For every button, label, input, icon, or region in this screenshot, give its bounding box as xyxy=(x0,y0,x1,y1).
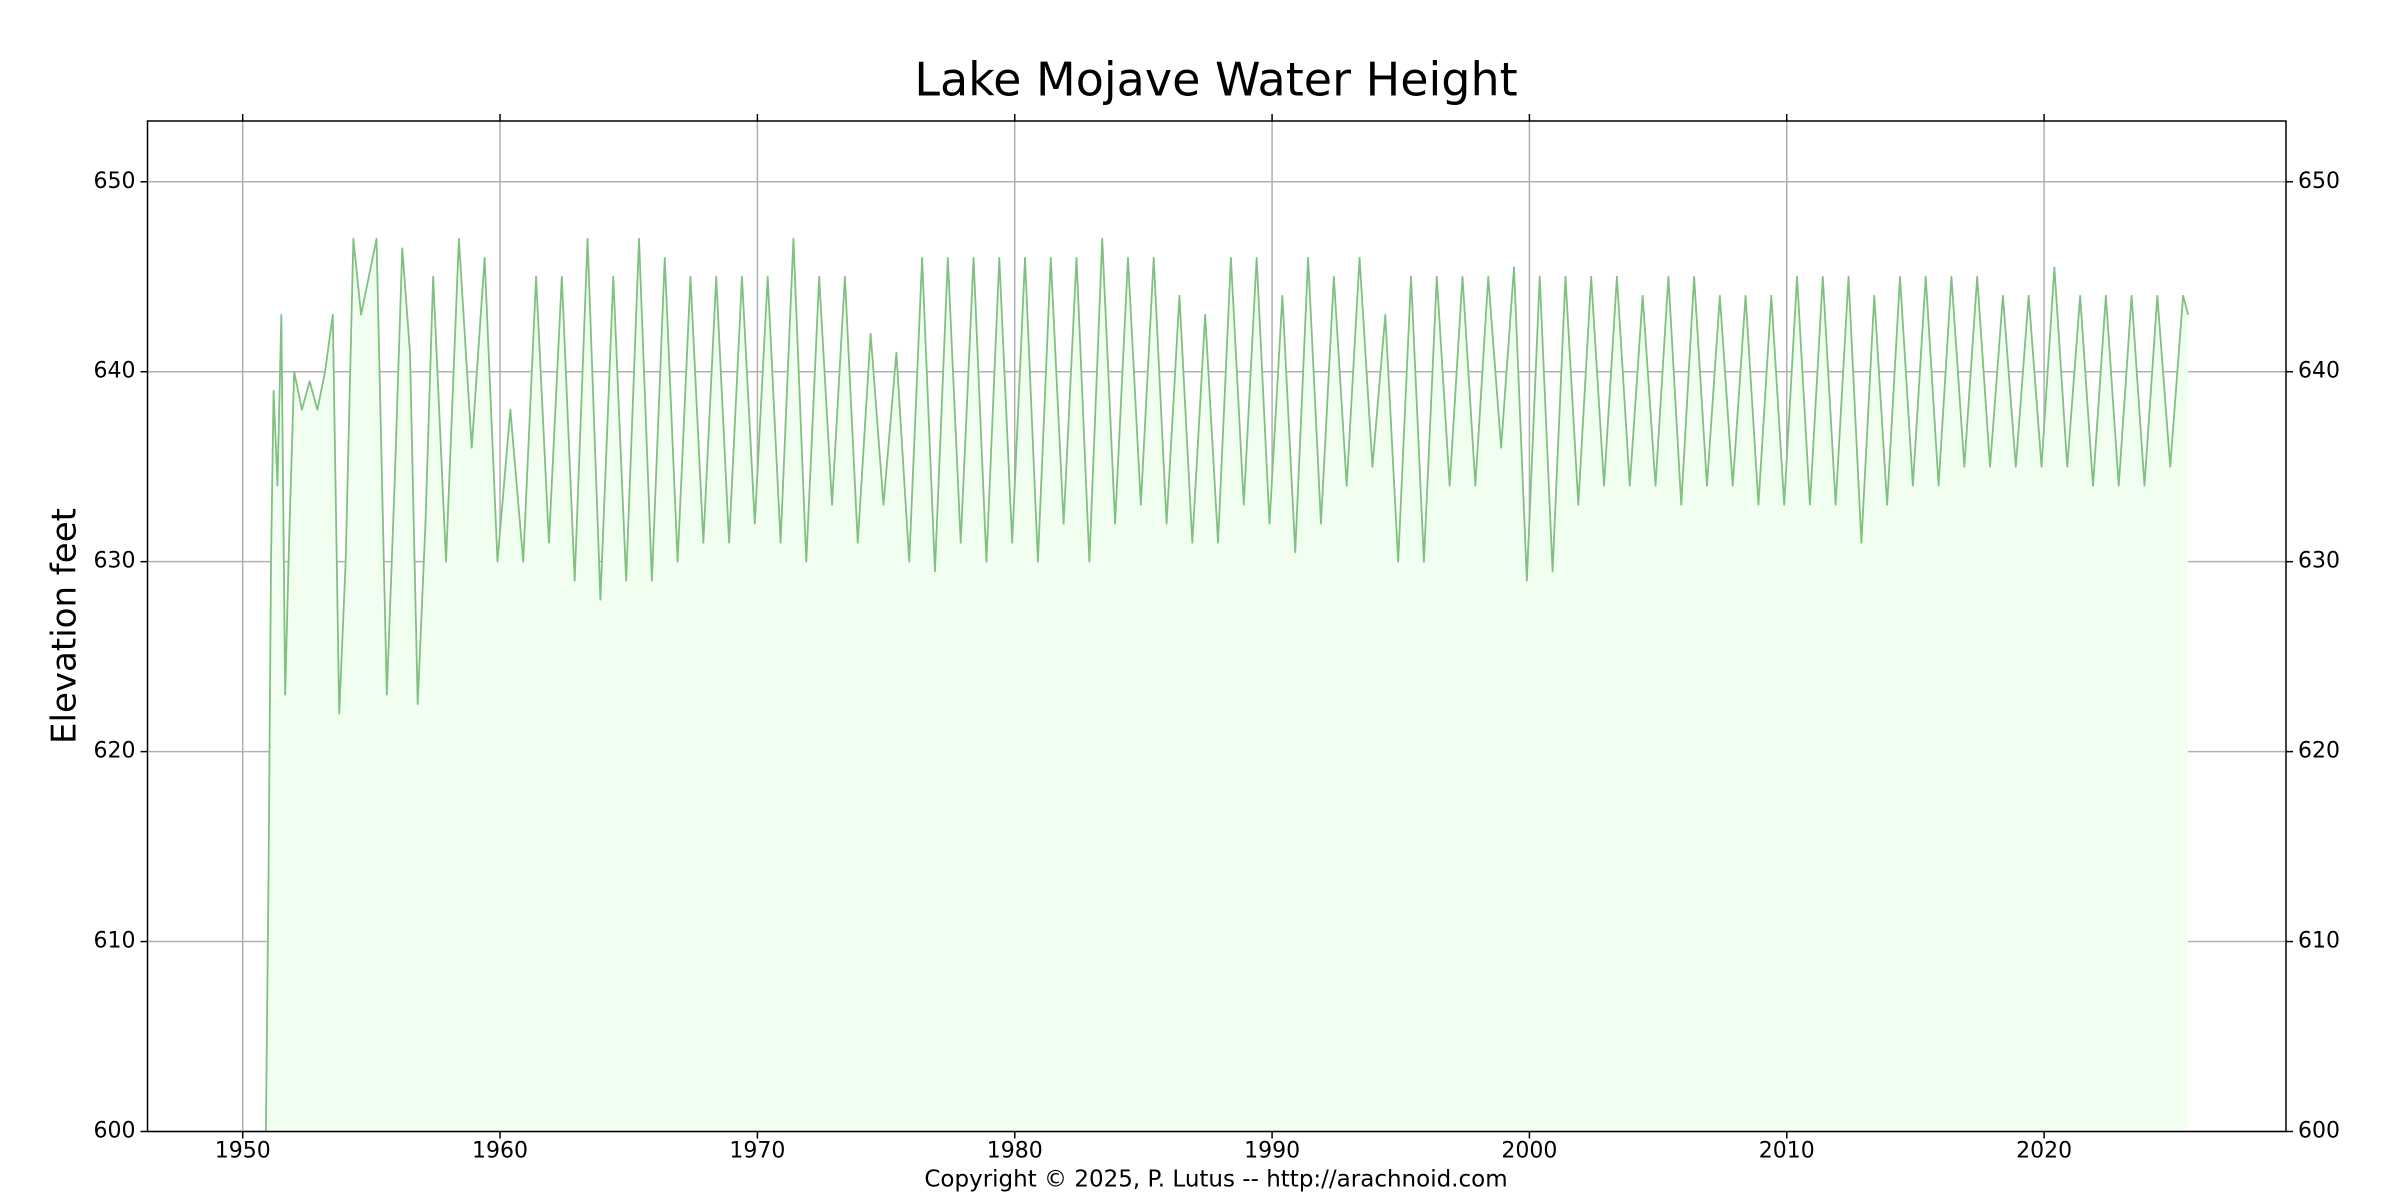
y-tick-label: 600 xyxy=(94,1119,136,1144)
y-tick-label-right: 640 xyxy=(2298,359,2340,384)
x-tick-label: 1970 xyxy=(729,1139,785,1164)
y-axis-label: Elevation feet xyxy=(45,508,85,744)
y-tick-label-right: 650 xyxy=(2298,169,2340,194)
y-tick-label-right: 600 xyxy=(2298,1119,2340,1144)
y-tick-label: 650 xyxy=(94,169,136,194)
x-tick-label: 2000 xyxy=(1501,1139,1557,1164)
footer: Copyright © 2025, P. Lutus -- http://ara… xyxy=(924,1167,1507,1193)
y-tick-label-right: 620 xyxy=(2298,739,2340,764)
area-fill xyxy=(265,238,2189,1132)
x-tick-label: 1980 xyxy=(987,1139,1043,1164)
chart-title: Lake Mojave Water Height xyxy=(914,53,1517,107)
x-tick-label: 2020 xyxy=(2016,1139,2072,1164)
x-tick-label: 1990 xyxy=(1244,1139,1300,1164)
data-line xyxy=(264,237,2190,1132)
y-tick-label: 610 xyxy=(94,929,136,954)
y-tick-label: 640 xyxy=(94,359,136,384)
x-tick-label: 1950 xyxy=(215,1139,271,1164)
x-tick-label: 1960 xyxy=(472,1139,528,1164)
x-tick-label: 2010 xyxy=(1759,1139,1815,1164)
y-tick-label-right: 630 xyxy=(2298,549,2340,574)
plot-frame xyxy=(146,120,2287,1133)
plot-area: 1950 1960 1970 1980 1990 2000 2010 2020 600 600 61… xyxy=(94,114,2340,1164)
y-tick-label: 620 xyxy=(94,739,136,764)
y-tick-label: 630 xyxy=(94,549,136,574)
y-tick-label-right: 610 xyxy=(2298,929,2340,954)
